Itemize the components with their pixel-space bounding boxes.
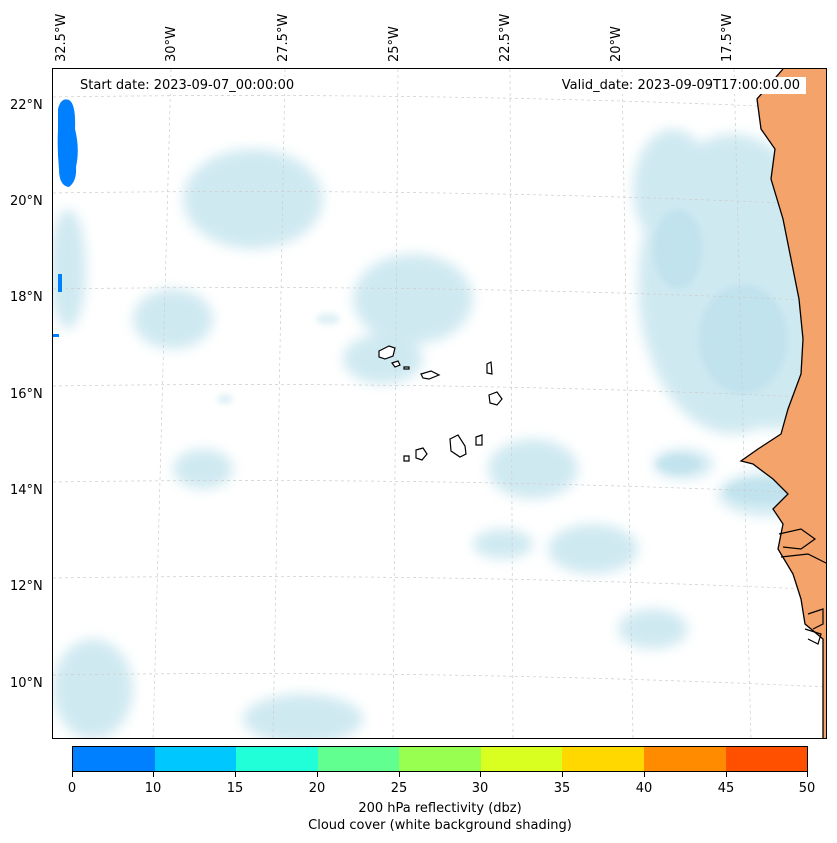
island-santo-antao [378,345,396,360]
reflectivity-cell-north [57,99,78,187]
colorbar-tick-label-40: 40 [635,781,653,796]
colorbar-segment-30-35 [480,747,563,771]
valid-date-label: Valid_date: 2023-09-09T17:00:00.00 [555,77,806,94]
lon-label-20w: 20°W [609,26,624,62]
colorbar-segment-45-50 [725,747,808,771]
island-maio [475,434,483,446]
island-sao-vicente [391,360,401,368]
colorbar-tick-label-0: 0 [67,781,77,796]
lat-label-10n: 10°N [10,676,43,691]
lat-label-20n: 20°N [10,194,43,209]
colorbar-label-cloud-cover: Cloud cover (white background shading) [308,818,572,833]
island-santa-luzia [403,366,410,370]
africa-land [739,69,826,738]
lat-label-16n: 16°N [10,387,43,402]
reflectivity-cell-mid [58,274,62,292]
colorbar-segment-0-10 [73,747,155,771]
lat-label-18n: 18°N [10,290,43,305]
colorbar-tick-label-45: 45 [717,781,735,796]
colorbar-segment-35-40 [562,747,644,771]
lon-label-17-5w: 17.5°W [720,13,735,62]
lon-label-27-5w: 27.5°W [276,13,291,62]
colorbar-segment-25-30 [399,747,481,771]
colorbar-tick-label-15: 15 [226,781,244,796]
lon-label-30w: 30°W [164,26,179,62]
island-brava [403,455,410,462]
map-panel[interactable]: Start date: 2023-09-07_00:00:00 Valid_da… [52,68,827,739]
map-canvas [53,69,826,738]
colorbar-tick-label-50: 50 [798,781,816,796]
reflectivity-cells [53,99,78,337]
start-date-label: Start date: 2023-09-07_00:00:00 [74,77,301,94]
reflectivity-colorbar [72,746,808,772]
island-sal [486,361,493,375]
lon-label-32-5w: 32.5°W [54,13,69,62]
island-santiago [449,434,467,458]
cape-verde-islands [378,345,503,462]
colorbar-tick-label-10: 10 [144,781,162,796]
island-sao-nicolau [420,370,441,380]
lat-label-12n: 12°N [10,579,43,594]
colorbar-tick-label-20: 20 [308,781,326,796]
lon-label-25w: 25°W [387,26,402,62]
colorbar-tick-label-25: 25 [390,781,408,796]
island-fogo [415,447,428,461]
colorbar-segment-10-15 [154,747,237,771]
colorbar-tick-label-35: 35 [553,781,571,796]
graticule [53,69,826,738]
cloud-cover-layer [53,129,826,738]
colorbar-tick-label-30: 30 [471,781,489,796]
colorbar-segment-40-45 [643,747,726,771]
lat-label-22n: 22°N [10,98,43,113]
colorbar-segment-20-25 [317,747,400,771]
lat-label-14n: 14°N [10,483,43,498]
reflectivity-cell-edge [53,334,59,337]
lon-label-22-5w: 22.5°W [498,13,513,62]
colorbar-label-reflectivity: 200 hPa reflectivity (dbz) [358,801,522,816]
island-boa-vista [488,391,503,406]
colorbar-segment-15-20 [236,747,318,771]
